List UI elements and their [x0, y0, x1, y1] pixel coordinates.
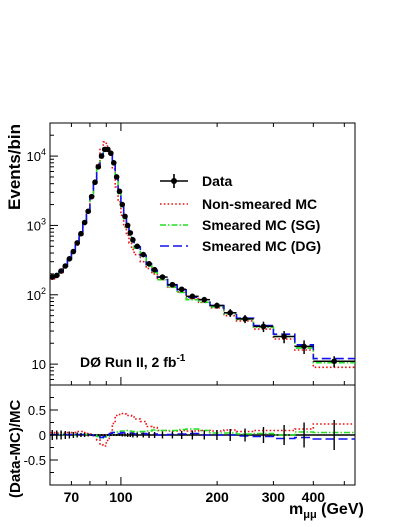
data-point	[214, 302, 220, 309]
x-tick-label: 100	[109, 489, 133, 505]
x-axis-label-subscript: μμ	[303, 509, 316, 521]
main-y-tick-label: 102	[27, 286, 46, 303]
data-point	[53, 272, 60, 279]
data-point	[301, 343, 307, 350]
x-tick-label: 400	[302, 489, 326, 505]
main-y-tick-label-exponent: 4	[41, 147, 46, 157]
annotation-main: DØ Run II, 2 fb	[80, 354, 176, 370]
data-point	[169, 281, 176, 288]
x-tick-label: 70	[64, 489, 80, 505]
data-point	[134, 243, 141, 250]
data-point	[85, 208, 91, 215]
data-point	[146, 260, 152, 267]
data-point	[105, 146, 111, 153]
legend-label-smeared-dg: Smeared MC (DG)	[202, 238, 321, 254]
data-point	[119, 201, 126, 208]
ratio-y-axis-label: (Data-MC)/MC	[7, 400, 24, 498]
main-y-axis-label: Events/bin	[5, 124, 24, 210]
data-point	[260, 323, 267, 330]
x-tick-label: 200	[205, 489, 229, 505]
main-y-tick-label-exponent: 2	[41, 286, 46, 296]
ratio-y-ticks: -0.5 0 0.5	[24, 397, 58, 486]
x-tick-label: 300	[262, 489, 286, 505]
x-axis-label-unit: (GeV)	[317, 501, 364, 518]
data-point	[74, 240, 81, 246]
data-point	[110, 160, 117, 166]
main-y-tick-label: 103	[27, 216, 46, 233]
legend-marker-data-point	[171, 178, 177, 184]
data-point	[130, 237, 136, 243]
data-point	[151, 266, 158, 273]
legend-item-non-smeared: Non-smeared MC	[160, 196, 317, 212]
legend-item-data: Data	[160, 173, 233, 189]
data-point	[98, 153, 105, 159]
data-point	[81, 219, 88, 226]
main-y-tick-label: 10	[32, 357, 46, 372]
data-point	[113, 174, 120, 180]
legend-item-smeared-sg: Smeared MC (SG)	[160, 217, 320, 233]
data-point	[189, 293, 196, 300]
main-y-tick-label-base: 10	[32, 357, 46, 372]
main-y-tick-label-exponent: 3	[41, 216, 46, 226]
ratio-y-tick-label: 0	[39, 428, 46, 443]
x-axis-label: mμμ (GeV)	[289, 501, 364, 521]
data-point	[331, 358, 337, 365]
main-y-tick-label-base: 10	[27, 218, 41, 233]
data-point	[66, 256, 73, 262]
annotation-superscript: -1	[176, 353, 185, 364]
data-point	[116, 188, 123, 195]
ratio-panel: -0.5 0 0.5 70 100 200 300 400 (Data-MC)/MC mμμ…	[7, 384, 364, 521]
main-y-tick-label-base: 10	[27, 288, 41, 303]
data-point	[127, 230, 134, 236]
legend-item-smeared-dg: Smeared MC (DG)	[160, 238, 321, 254]
ratio-y-tick-label: 0.5	[28, 403, 46, 418]
ratio-x-ticks: 70 100 200 300 400	[49, 477, 345, 505]
x-axis-label-main: m	[289, 501, 303, 518]
ratio-series-line-non-smeared-mc	[50, 412, 355, 447]
data-point	[92, 179, 98, 186]
data-point	[122, 213, 128, 220]
legend-label-non-smeared: Non-smeared MC	[202, 196, 317, 212]
ratio-y-tick-label: -0.5	[24, 453, 46, 468]
data-point	[242, 316, 248, 322]
data-point	[95, 164, 102, 170]
experiment-annotation: DØ Run II, 2 fb-1	[80, 353, 186, 370]
data-point	[201, 296, 208, 303]
main-series	[49, 141, 355, 369]
main-x-ticks	[49, 123, 345, 385]
data-point	[88, 193, 95, 200]
legend: Data Non-smeared MC Smeared MC (SG) Smea…	[160, 173, 321, 254]
data-point	[49, 274, 56, 280]
data-point	[108, 150, 114, 157]
data-point	[70, 248, 77, 255]
data-point	[140, 251, 147, 258]
data-point	[124, 222, 131, 229]
series-line-smeared-mc-dg	[50, 147, 355, 360]
data-point	[178, 286, 185, 293]
data-point	[62, 263, 69, 269]
legend-label-data: Data	[202, 173, 233, 189]
data-point	[281, 333, 287, 340]
data-point	[78, 230, 84, 237]
ratio-series	[50, 412, 355, 450]
main-y-tick-label-base: 10	[27, 149, 41, 164]
data-point	[227, 309, 234, 316]
legend-label-smeared-sg: Smeared MC (SG)	[202, 217, 320, 233]
main-y-tick-label: 104	[27, 147, 46, 164]
data-point	[159, 274, 166, 280]
data-point	[58, 268, 64, 274]
